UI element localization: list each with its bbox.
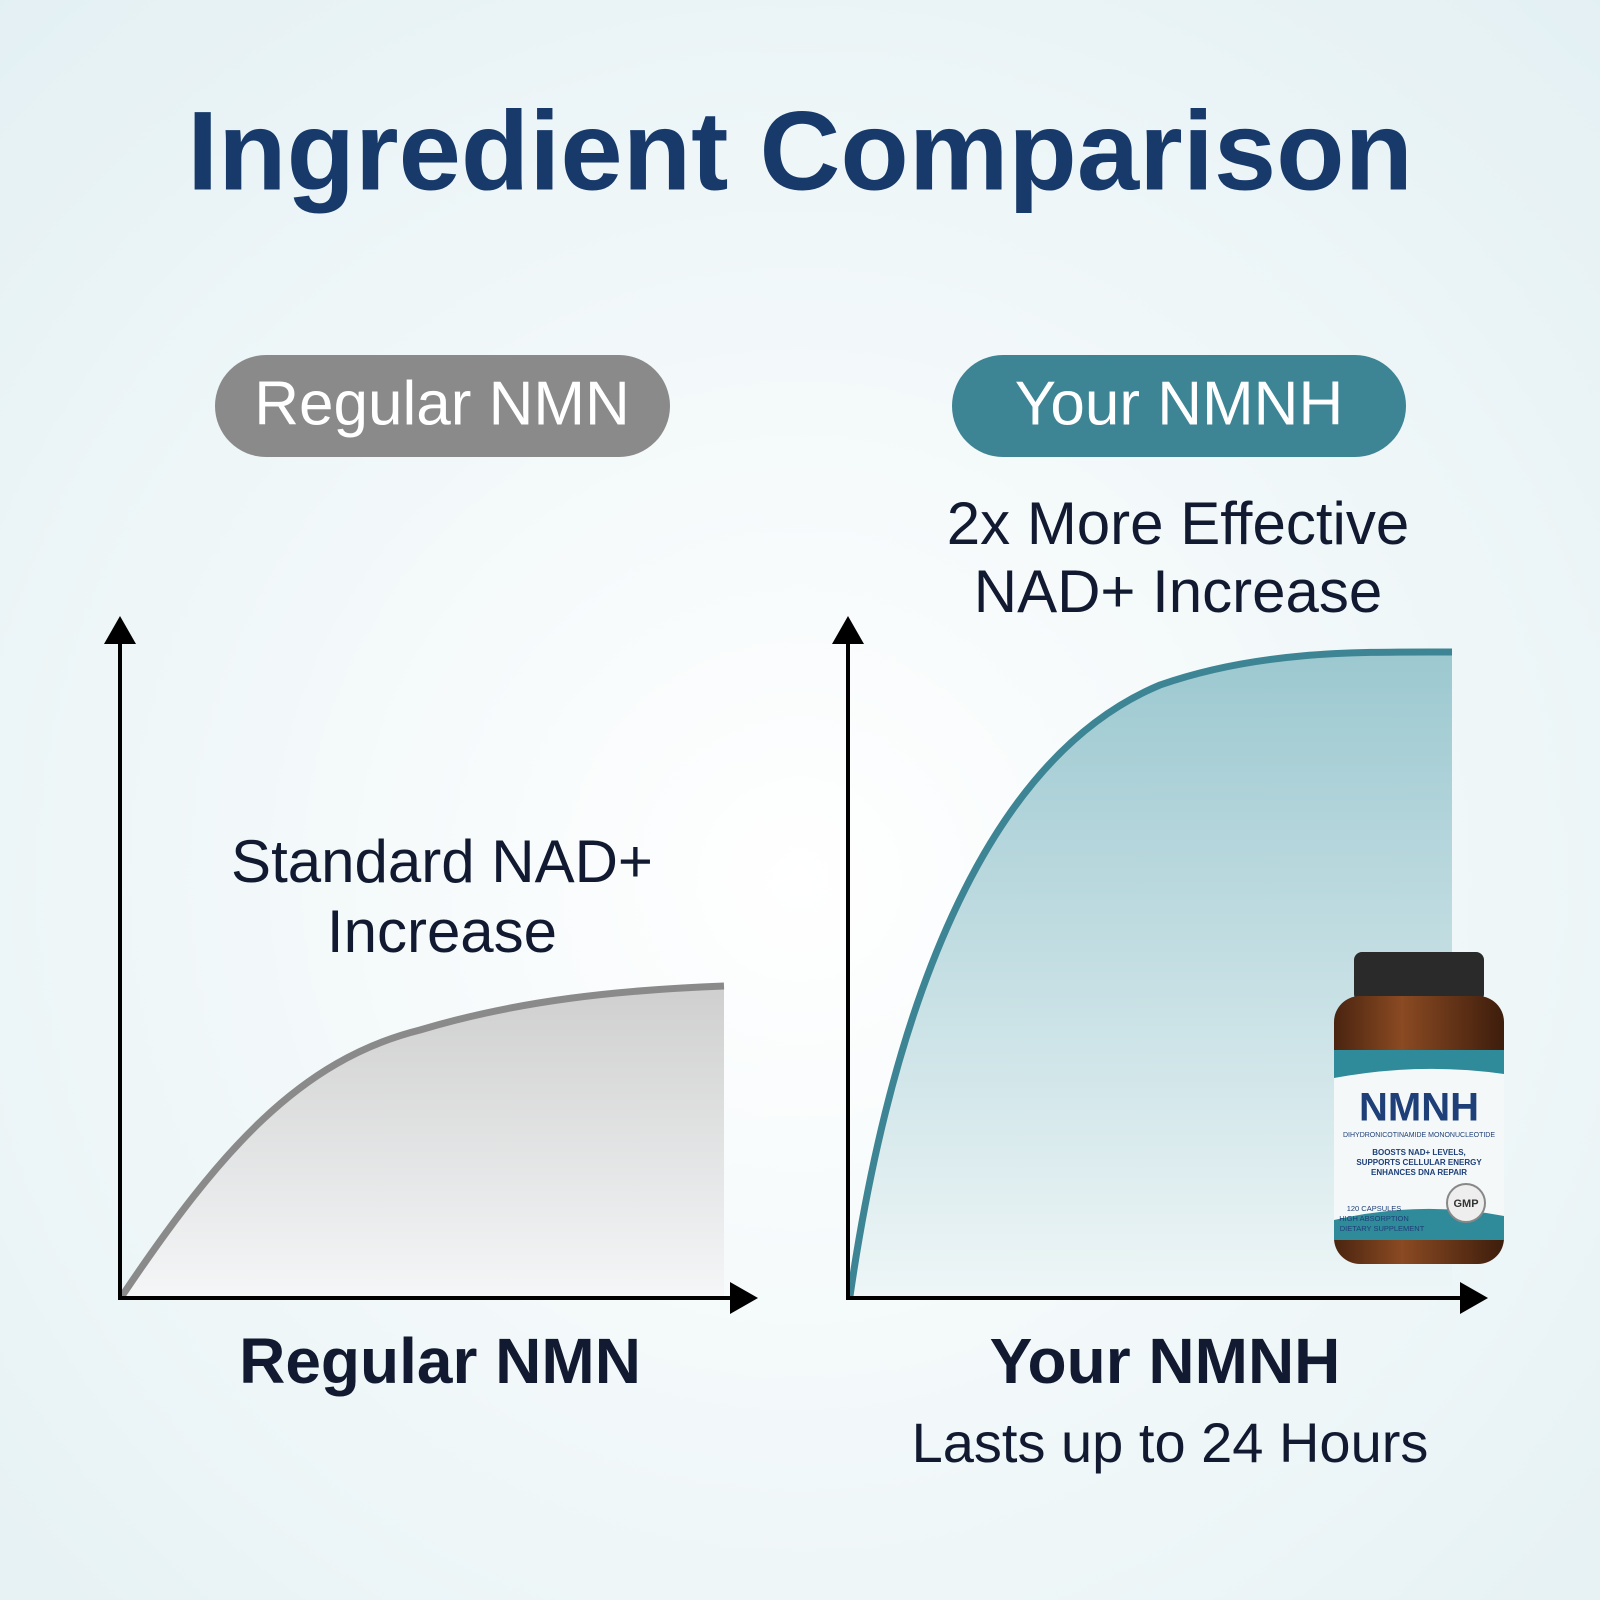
- curve: [846, 648, 1453, 1297]
- seal-label: GMP: [1453, 1198, 1478, 1210]
- annotation: NAD+ Increase: [974, 558, 1383, 625]
- product-claim: SUPPORTS CELLULAR ENERGY: [1356, 1158, 1482, 1167]
- product-detail: DIETARY SUPPLEMENT: [1340, 1224, 1425, 1233]
- label-band: [1334, 1050, 1504, 1078]
- title: Ingredient Comparison: [187, 89, 1413, 214]
- annotation: Increase: [327, 898, 557, 965]
- seal: [1446, 1183, 1486, 1223]
- product-name: NMNH: [1359, 1086, 1479, 1130]
- product-subtitle: DIHYDRONICOTINAMIDE MONONUCLEOTIDE: [1343, 1132, 1495, 1139]
- badge-label: Regular NMN: [254, 369, 630, 438]
- badge-label: Your NMNH: [1015, 369, 1343, 438]
- axis-arrow: [1460, 1282, 1488, 1314]
- curve-area: [122, 986, 724, 1298]
- annotation: Standard NAD+: [231, 828, 653, 895]
- badge: [215, 355, 670, 457]
- product-bottle: NMNH DIHYDRONICOTINAMIDE MONONUCLEOTIDE …: [1334, 952, 1504, 1264]
- axis-arrow: [104, 616, 136, 644]
- x-label: Regular NMN: [239, 1325, 641, 1397]
- product-detail: HIGH ABSORPTION: [1339, 1214, 1409, 1223]
- curve: [119, 982, 725, 1298]
- product-claim: ENHANCES DNA REPAIR: [1371, 1168, 1467, 1177]
- badge: [952, 355, 1406, 457]
- x-label: Your NMNH: [990, 1325, 1341, 1397]
- bottle-cap: [1354, 952, 1484, 1002]
- x-sublabel: Lasts up to 24 Hours: [912, 1411, 1429, 1474]
- axis-arrow: [832, 616, 864, 644]
- axis-arrow: [730, 1282, 758, 1314]
- product-detail: 120 CAPSULES: [1347, 1204, 1402, 1213]
- product-claim: BOOSTS NAD+ LEVELS,: [1372, 1148, 1466, 1157]
- annotation: 2x More Effective: [947, 490, 1409, 557]
- curve-area: [850, 651, 1452, 1298]
